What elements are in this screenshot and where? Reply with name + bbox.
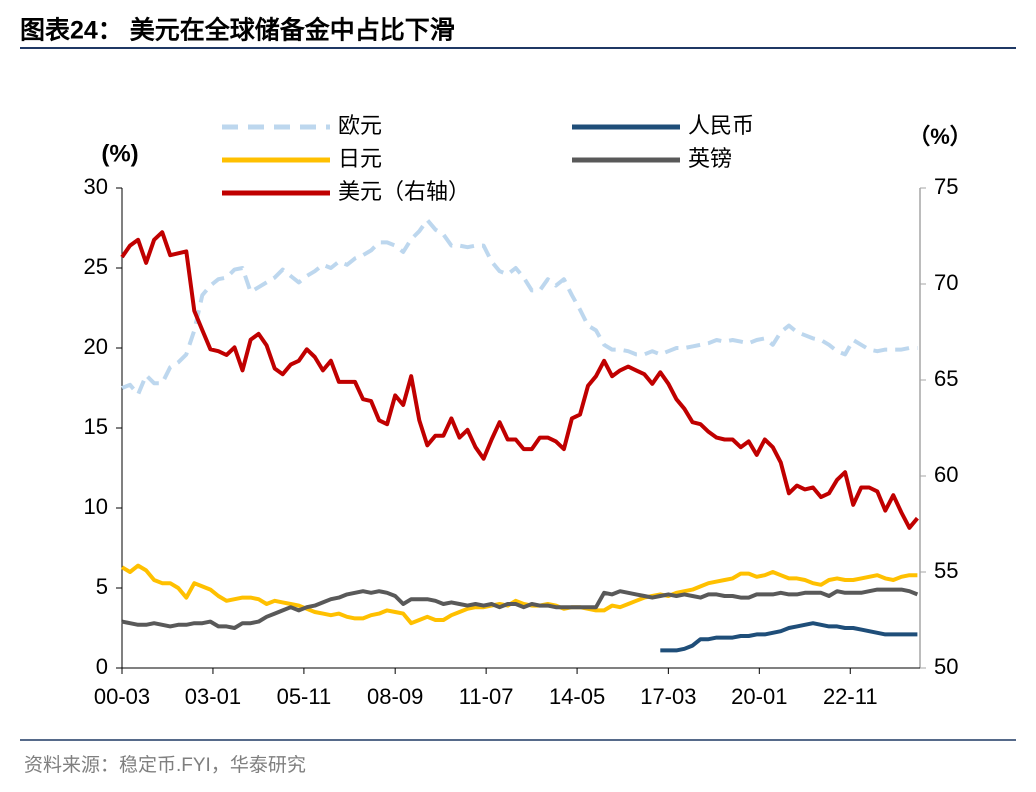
y2-tick-label: 75: [934, 174, 958, 199]
x-tick-label: 17-03: [640, 684, 696, 709]
legend-label: 日元: [338, 146, 382, 171]
y2-tick-label: 60: [934, 462, 958, 487]
series-line: [120, 230, 919, 530]
series-line: [660, 621, 918, 653]
y2-tick-label: 50: [934, 654, 958, 679]
y-tick-label: 25: [84, 254, 108, 279]
y-tick-label: 0: [96, 654, 108, 679]
x-tick-label: 08-09: [367, 684, 423, 709]
x-tick-label: 00-03: [94, 684, 150, 709]
x-tick-label: 03-01: [185, 684, 241, 709]
chart-title: 图表24： 美元在全球储备金中占比下滑: [20, 16, 455, 45]
y-tick-label: 15: [84, 414, 108, 439]
series-line: [121, 218, 918, 397]
series-line: [120, 563, 918, 626]
y2-tick-label: 70: [934, 270, 958, 295]
source-note: 资料来源：稳定币.FYI，华泰研究: [24, 754, 306, 776]
x-tick-label: 22-11: [823, 684, 878, 709]
y-axis-label: (%): [101, 140, 138, 167]
series-line: [121, 587, 919, 630]
x-tick-label: 20-01: [731, 684, 787, 709]
legend-label: 欧元: [338, 113, 382, 138]
legend-label: 美元（右轴）: [338, 179, 470, 204]
y2-axis-label: （%）: [908, 124, 972, 149]
y-tick-label: 30: [84, 174, 108, 199]
x-tick-label: 05-11: [277, 684, 332, 709]
x-tick-label: 11-07: [459, 684, 514, 709]
y-tick-label: 5: [96, 574, 108, 599]
y2-tick-label: 65: [934, 366, 958, 391]
y2-tick-label: 55: [934, 558, 958, 583]
x-tick-label: 14-05: [549, 684, 605, 709]
legend-label: 英镑: [688, 146, 732, 171]
y-tick-label: 20: [84, 334, 108, 359]
legend-label: 人民币: [688, 113, 754, 138]
y-tick-label: 10: [84, 494, 108, 519]
